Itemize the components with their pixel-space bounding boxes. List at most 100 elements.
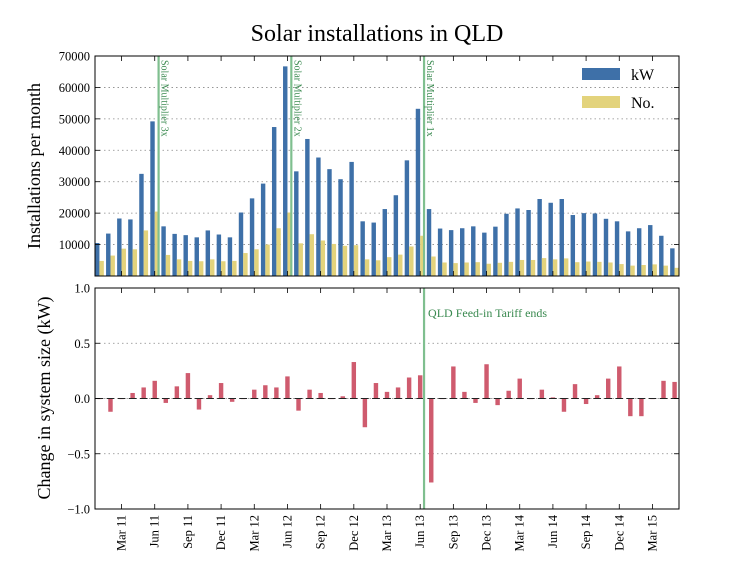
kw-bar xyxy=(183,235,188,276)
kw-bar xyxy=(161,226,166,276)
kw-bar xyxy=(205,230,211,276)
x-tick-label: Dec 13 xyxy=(480,515,494,551)
installations-y-axis-label: Installations per month xyxy=(24,83,44,249)
change-bar xyxy=(307,389,312,399)
change-bar xyxy=(672,381,677,399)
count-bar xyxy=(176,259,182,276)
count-bar xyxy=(254,249,259,276)
count-bar xyxy=(265,244,270,276)
legend-kw-label: kW xyxy=(631,67,655,84)
count-bar xyxy=(586,261,591,276)
multiplier-annotation: Solar Multiplier 3x xyxy=(159,60,170,137)
x-tick-label: Sep 11 xyxy=(181,515,195,549)
change-bar xyxy=(617,366,622,399)
count-bar xyxy=(475,262,480,276)
kw-bar xyxy=(581,213,587,276)
change-bar xyxy=(495,398,500,406)
installations-y-tick-label: 40000 xyxy=(59,144,90,158)
change-y-tick-label: 0.5 xyxy=(74,337,90,351)
change-bar xyxy=(583,398,589,405)
kw-bar xyxy=(426,209,432,276)
change-bar xyxy=(429,398,434,483)
count-bar xyxy=(674,267,679,276)
count-bar xyxy=(420,235,425,276)
kw-bar xyxy=(283,66,288,276)
change-bar xyxy=(141,387,146,399)
x-tick-label: Dec 14 xyxy=(612,514,626,550)
x-tick-label: Mar 13 xyxy=(380,515,394,551)
count-bar xyxy=(353,245,359,276)
kw-bar xyxy=(448,230,454,276)
kw-bar xyxy=(526,210,531,276)
change-y-tick-label: 1.0 xyxy=(74,282,90,296)
kw-bar xyxy=(648,225,653,276)
legend-no-swatch xyxy=(582,96,620,108)
kw-bar xyxy=(570,215,576,276)
count-bar xyxy=(243,253,248,276)
kw-bar xyxy=(415,108,421,276)
multiplier-annotation: Solar Multiplier 1x xyxy=(424,60,435,137)
change-bar xyxy=(152,380,157,399)
kw-bar xyxy=(515,208,520,276)
change-bar xyxy=(406,377,412,399)
x-tick-label: Mar 14 xyxy=(513,514,527,551)
x-tick-label: Jun 11 xyxy=(148,515,162,548)
kw-bar xyxy=(614,221,620,276)
kw-bar xyxy=(95,243,100,276)
kw-bar xyxy=(482,232,487,276)
count-bar xyxy=(486,263,491,276)
count-bar xyxy=(597,261,602,276)
kw-bar xyxy=(659,235,664,276)
change-bar xyxy=(108,398,113,412)
count-bar xyxy=(508,261,514,276)
installations-y-tick-label: 20000 xyxy=(59,207,90,221)
change-bar xyxy=(506,390,511,399)
change-bar xyxy=(628,398,633,417)
count-bar xyxy=(442,262,447,276)
kw-bar xyxy=(471,226,476,276)
multiplier-annotation: Solar Multiplier 2x xyxy=(291,60,302,137)
count-bar xyxy=(409,246,414,276)
tariff-annotation: QLD Feed-in Tariff ends xyxy=(428,306,547,320)
kw-bar xyxy=(338,179,343,276)
change-bar xyxy=(484,364,489,399)
kw-bar xyxy=(603,218,609,276)
change-bar xyxy=(417,375,423,399)
kw-bar xyxy=(194,237,199,276)
count-bar xyxy=(497,262,503,276)
count-bar xyxy=(342,245,348,276)
installations-y-tick-label: 10000 xyxy=(59,238,90,252)
change-bar xyxy=(196,398,202,410)
kw-bar xyxy=(349,161,354,276)
count-bar xyxy=(110,255,115,276)
change-bar xyxy=(517,378,522,399)
kw-bar xyxy=(139,173,144,276)
change-bar xyxy=(274,387,279,399)
change-bar xyxy=(229,398,235,402)
change-bar xyxy=(340,396,345,399)
installations-y-tick-label: 50000 xyxy=(59,112,90,126)
x-tick-label: Jun 14 xyxy=(546,514,560,548)
kw-bar xyxy=(404,160,410,276)
count-bar xyxy=(287,212,292,276)
count-bar xyxy=(298,243,303,276)
change-bar xyxy=(572,384,578,399)
count-bar xyxy=(619,264,624,276)
kw-bar xyxy=(216,234,222,276)
kw-bar xyxy=(227,237,233,276)
change-bar xyxy=(296,398,301,411)
x-tick-label: Jun 12 xyxy=(280,515,294,548)
kw-bar xyxy=(393,195,399,276)
kw-bar xyxy=(294,171,299,276)
change-bar xyxy=(539,389,545,399)
change-bar xyxy=(163,398,168,403)
kw-bar xyxy=(316,157,321,276)
change-y-tick-label: 0.0 xyxy=(74,392,90,406)
count-bar xyxy=(387,257,392,276)
change-bar xyxy=(207,395,213,399)
kw-bar xyxy=(493,226,498,276)
count-bar xyxy=(541,258,547,276)
kw-bar xyxy=(327,169,332,276)
chart-title: Solar installations in QLD xyxy=(251,21,504,47)
kw-bar xyxy=(537,199,542,276)
